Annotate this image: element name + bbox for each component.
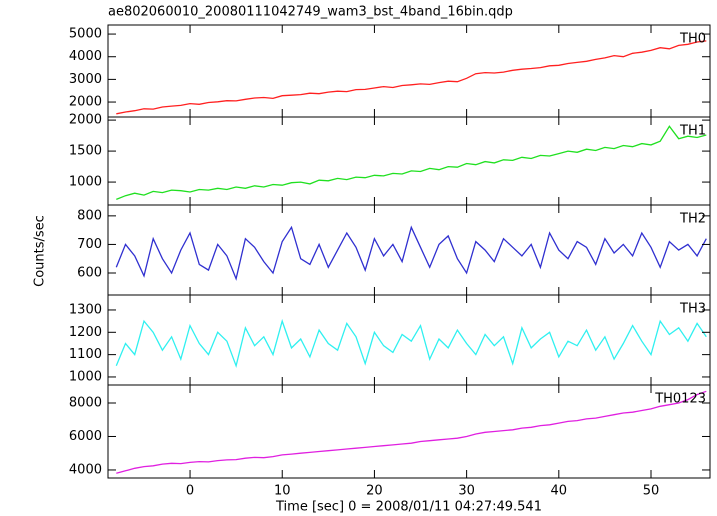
y-tick-label: 3000: [69, 72, 102, 87]
y-tick-label: 600: [77, 266, 102, 281]
panel-frame: [107, 204, 711, 296]
light-curve: [115, 225, 707, 281]
panel-label: TH0: [679, 32, 706, 47]
x-tick-label: 40: [551, 484, 568, 499]
panel-label: TH2: [679, 212, 706, 227]
y-tick-label: 8000: [69, 395, 102, 410]
panel-label: TH1: [679, 124, 706, 139]
panel-label: TH0123: [654, 392, 706, 407]
y-axis-label: Counts/sec: [33, 215, 48, 287]
y-tick-label: 1100: [69, 347, 102, 362]
y-tick-label: 1300: [69, 302, 102, 317]
x-tick-label: 20: [366, 484, 383, 499]
y-tick-label: 1000: [69, 175, 102, 190]
y-tick-label: 5000: [69, 27, 102, 42]
panel-label: TH3: [679, 302, 706, 317]
y-tick-label: 6000: [69, 429, 102, 444]
panel-frame: [107, 116, 711, 206]
y-tick-label: 1500: [69, 144, 102, 159]
x-tick-label: 50: [643, 484, 660, 499]
y-tick-label: 1000: [69, 369, 102, 384]
y-tick-label: 2000: [69, 95, 102, 110]
y-tick-label: 4000: [69, 462, 102, 477]
y-tick-label: 800: [77, 208, 102, 223]
y-tick-label: 1200: [69, 325, 102, 340]
light-curve: [115, 318, 707, 369]
panel-frame: [107, 384, 711, 479]
light-curve: [116, 125, 707, 201]
light-curve: [116, 40, 707, 115]
x-tick-label: 30: [458, 484, 475, 499]
x-axis-label: Time [sec] 0 = 2008/01/11 04:27:49.541: [275, 500, 542, 515]
light-curve: [116, 390, 707, 474]
y-tick-label: 2000: [69, 113, 102, 128]
chart-title: ae802060010_20080111042749_wam3_bst_4ban…: [108, 5, 513, 20]
x-tick-label: 10: [274, 484, 291, 499]
panel-frame: [107, 24, 711, 118]
y-tick-label: 4000: [69, 49, 102, 64]
y-tick-label: 700: [77, 237, 102, 252]
x-tick-label: 0: [186, 484, 194, 499]
